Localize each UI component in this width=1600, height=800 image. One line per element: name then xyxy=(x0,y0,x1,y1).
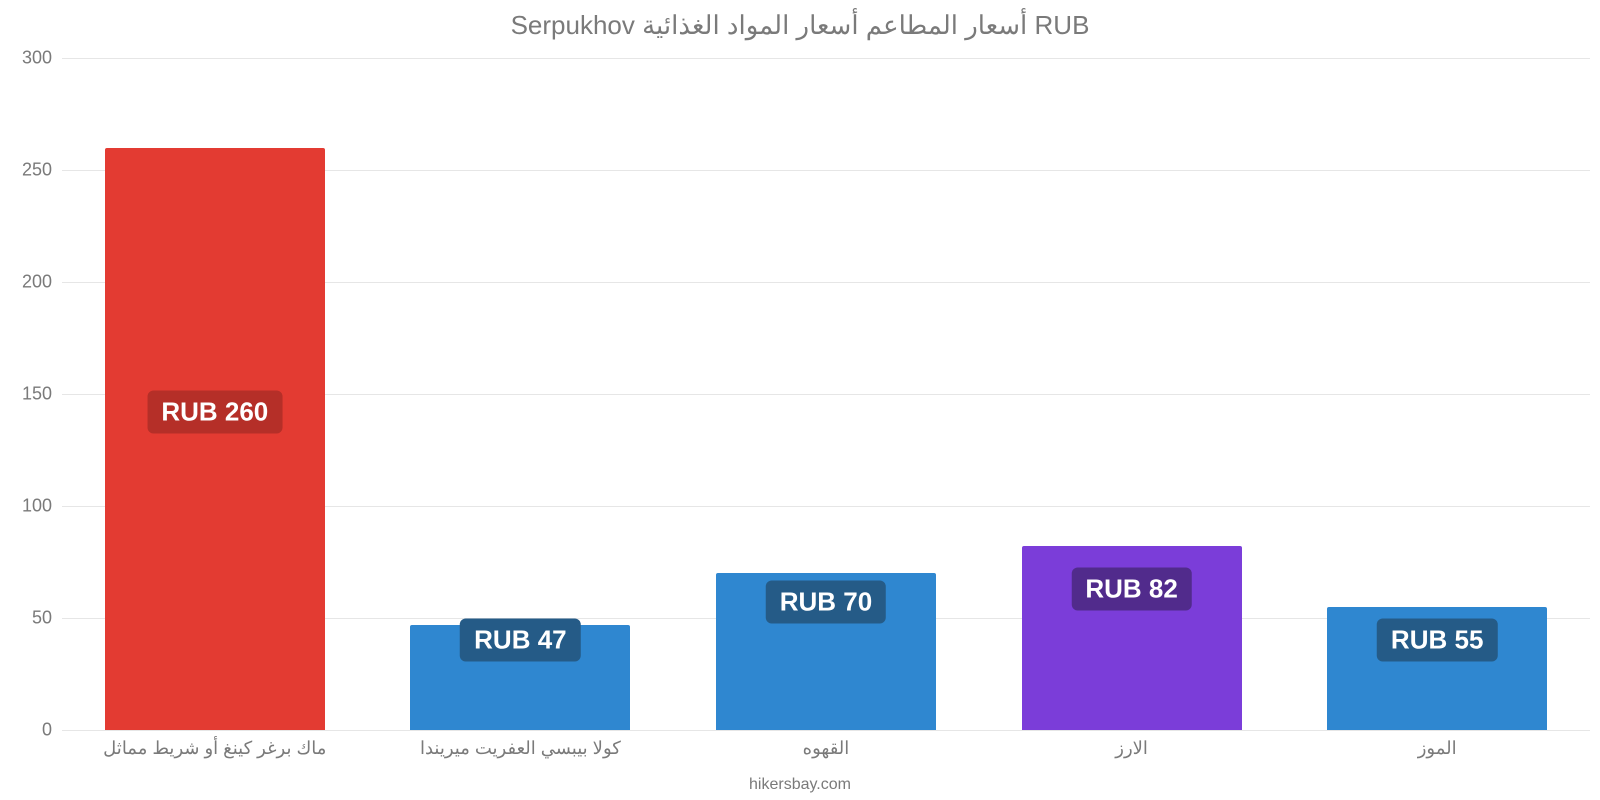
chart-title: Serpukhov أسعار المطاعم أسعار المواد الغ… xyxy=(0,10,1600,41)
value-badge: RUB 70 xyxy=(766,581,886,624)
x-tick-label: كولا بيبسي العفريت ميريندا xyxy=(368,730,674,759)
y-tick-label: 250 xyxy=(22,160,62,181)
bar-slot: RUB 55 xyxy=(1284,58,1590,730)
x-tick-label: ماك برغر كينغ أو شريط مماثل xyxy=(62,730,368,759)
bar-slot: RUB 47 xyxy=(368,58,674,730)
plot-area: RUB 260RUB 47RUB 70RUB 82RUB 55 ماك برغر… xyxy=(62,58,1590,730)
bar-slot: RUB 70 xyxy=(673,58,979,730)
bar-slot: RUB 82 xyxy=(979,58,1285,730)
value-badge: RUB 260 xyxy=(147,390,282,433)
y-tick-label: 200 xyxy=(22,272,62,293)
source-text: hikersbay.com xyxy=(0,776,1600,794)
value-badge: RUB 82 xyxy=(1071,567,1191,610)
y-tick-label: 300 xyxy=(22,48,62,69)
y-tick-label: 50 xyxy=(32,608,62,629)
y-tick-label: 0 xyxy=(42,720,62,741)
value-badge: RUB 55 xyxy=(1377,619,1497,662)
y-tick-label: 100 xyxy=(22,496,62,517)
price-chart: Serpukhov أسعار المطاعم أسعار المواد الغ… xyxy=(0,0,1600,800)
bars-container: RUB 260 RUB 47 RUB 70 RUB 82 RUB 55 xyxy=(62,58,1590,730)
x-tick-label: الارز xyxy=(979,730,1285,759)
x-tick-label: الموز xyxy=(1284,730,1590,759)
value-badge: RUB 47 xyxy=(460,619,580,662)
bar xyxy=(105,148,325,730)
x-axis-labels: ماك برغر كينغ أو شريط مماثلكولا بيبسي ال… xyxy=(62,730,1590,759)
y-tick-label: 150 xyxy=(22,384,62,405)
x-tick-label: القهوه xyxy=(673,730,979,759)
bar-slot: RUB 260 xyxy=(62,58,368,730)
